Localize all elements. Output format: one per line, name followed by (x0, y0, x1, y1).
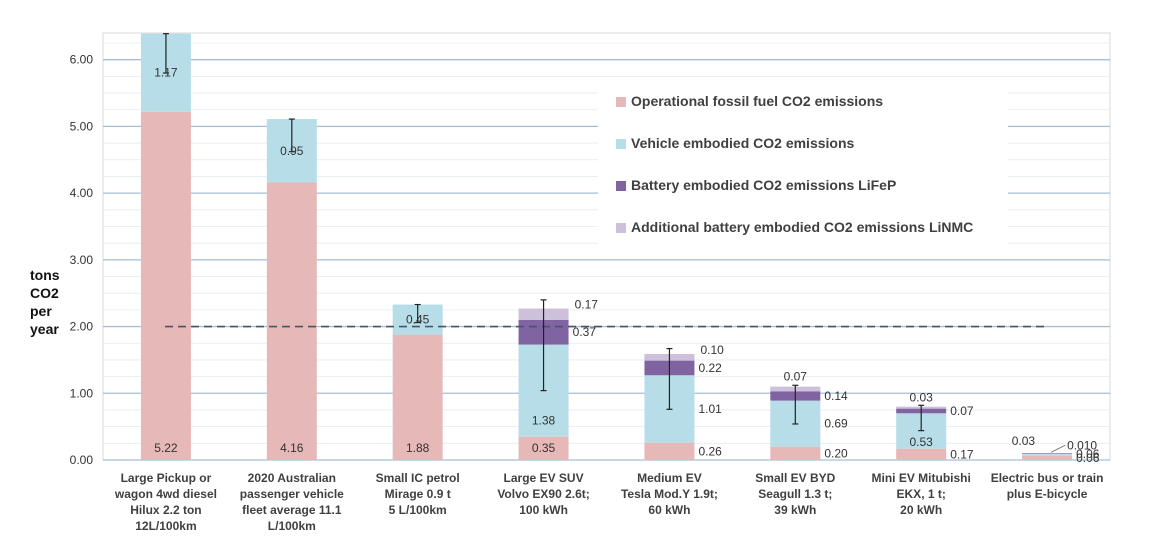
y-tick-label: 6.00 (70, 53, 94, 67)
data-label: 0.10 (700, 343, 724, 357)
category-label: Small IC petrol (376, 471, 460, 485)
category-label: 20 kWh (900, 503, 942, 517)
category-label: passenger vehicle (240, 487, 344, 501)
category-label: Volvo EX90 2.6t; (497, 487, 589, 501)
category-label: wagon 4wd diesel (114, 487, 217, 501)
bar-segment-1 (266, 182, 317, 460)
data-label: 0.26 (698, 444, 722, 458)
leader-line (1050, 444, 1066, 453)
bar-segment-1 (392, 334, 443, 460)
y-tick-label: 1.00 (70, 386, 94, 400)
data-label: 0.010 (1067, 439, 1097, 453)
legend-label: Vehicle embodied CO2 emissions (631, 135, 855, 151)
data-label: 0.06 (1076, 451, 1100, 465)
data-label: 0.14 (824, 389, 848, 403)
legend: Operational fossil fuel CO2 emissions Veh… (598, 82, 1008, 254)
category-label: Large EV SUV (504, 471, 584, 485)
category-label: fleet average 11.1 (242, 503, 342, 517)
category-label: Mirage 0.9 t (385, 487, 451, 501)
bar-segment-1 (770, 446, 821, 460)
bar-segment-3 (1022, 453, 1073, 454)
y-axis-label-line: CO2 (30, 285, 59, 301)
y-axis-label-line: per (30, 303, 52, 319)
data-labels: 5.22 1.17 4.16 0.95 1.88 0.45 0.35 1.38 0.37 0.17… (154, 66, 1099, 465)
category-label: 60 kWh (648, 503, 690, 517)
error-bars (162, 33, 925, 432)
bar-segment-1 (644, 442, 695, 460)
data-label: 0.20 (824, 446, 848, 460)
category-label: Electric bus or train (991, 471, 1104, 485)
category-label: Large Pickup or (121, 471, 212, 485)
legend-label: Battery embodied CO2 emissions LiFeP (631, 177, 896, 193)
data-label: 0.17 (950, 447, 974, 461)
data-label: 0.45 (406, 313, 430, 327)
category-label: L/100km (268, 519, 316, 533)
data-label: 0.35 (532, 441, 556, 455)
category-label: 5 L/100km (389, 503, 447, 517)
y-axis-label-line: year (30, 321, 59, 337)
data-label: 0.07 (784, 370, 808, 384)
data-label: 5.22 (154, 441, 178, 455)
y-tick-label: 4.00 (70, 186, 94, 200)
legend-label: Operational fossil fuel CO2 emissions (631, 93, 883, 109)
data-label: 0.06 (1076, 447, 1100, 461)
category-label: Small EV BYD (755, 471, 835, 485)
y-tick-label: 2.00 (70, 320, 94, 334)
bar-segment-1 (518, 436, 569, 460)
bar-segment-1 (140, 111, 191, 461)
category-label: Hilux 2.2 ton (130, 503, 201, 517)
data-label: 0.03 (910, 391, 934, 405)
data-label: 1.01 (698, 402, 722, 416)
category-labels: Large Pickup or wagon 4wd diesel Hilux 2.2… (114, 471, 1103, 533)
data-label: 0.22 (698, 361, 722, 375)
category-label: Seagull 1.3 t; (758, 487, 832, 501)
category-label: 100 kWh (519, 503, 568, 517)
data-label: 0.95 (280, 144, 304, 158)
category-label: Medium EV (637, 471, 702, 485)
category-label: 12L/100km (135, 519, 196, 533)
data-label: 1.38 (532, 414, 556, 428)
data-label: 1.17 (154, 66, 178, 80)
y-tick-label: 3.00 (70, 253, 94, 267)
category-label: 2020 Australian (248, 471, 336, 485)
bar-segment-1 (896, 448, 947, 460)
category-label: Mini EV Mitubishi (872, 471, 971, 485)
data-label: 4.16 (280, 441, 304, 455)
data-label: 0.03 (1012, 434, 1036, 448)
category-label: plus E-bicycle (1007, 487, 1088, 501)
legend-swatch (616, 181, 626, 191)
legend-swatch (616, 97, 626, 107)
category-label: EKX, 1 t; (897, 487, 946, 501)
data-label: 0.07 (950, 404, 974, 418)
category-label: Tesla Mod.Y 1.9t; (621, 487, 718, 501)
bar-segment-1 (1022, 455, 1073, 460)
data-label: 0.69 (824, 417, 848, 431)
legend-swatch (616, 223, 626, 233)
y-axis-label-line: tons (30, 267, 60, 283)
legend-box (598, 82, 1008, 254)
y-axis-ticks: 0.00 1.00 2.00 3.00 4.00 5.00 6.00 (70, 53, 94, 467)
legend-label: Additional battery embodied CO2 emission… (631, 219, 973, 235)
data-label: 1.88 (406, 441, 430, 455)
legend-swatch (616, 139, 626, 149)
y-tick-label: 0.00 (70, 453, 94, 467)
data-label: 0.53 (910, 435, 934, 449)
category-label: 39 kWh (774, 503, 816, 517)
y-tick-label: 5.00 (70, 119, 94, 133)
bar-segment-2 (1022, 453, 1073, 456)
data-label: 0.17 (575, 298, 599, 312)
y-axis-label: tons CO2 per year (30, 267, 60, 337)
data-label: 0.37 (573, 325, 597, 339)
